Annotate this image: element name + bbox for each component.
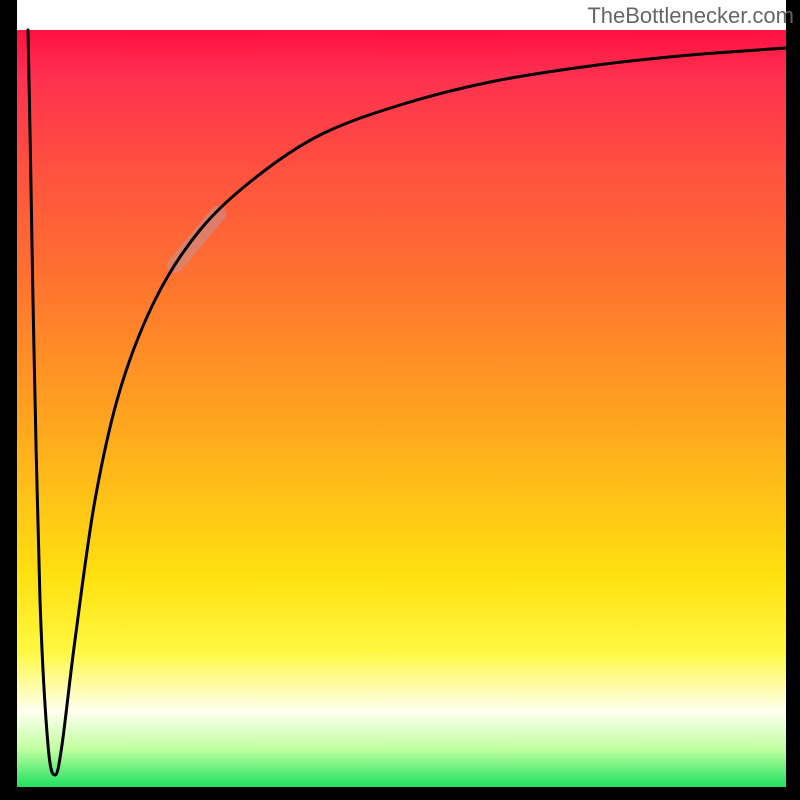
- bottleneck-curve: [28, 30, 786, 775]
- curve-svg: [0, 0, 800, 800]
- watermark-text: TheBottlenecker.com: [587, 3, 794, 29]
- chart-container: TheBottlenecker.com: [0, 0, 800, 800]
